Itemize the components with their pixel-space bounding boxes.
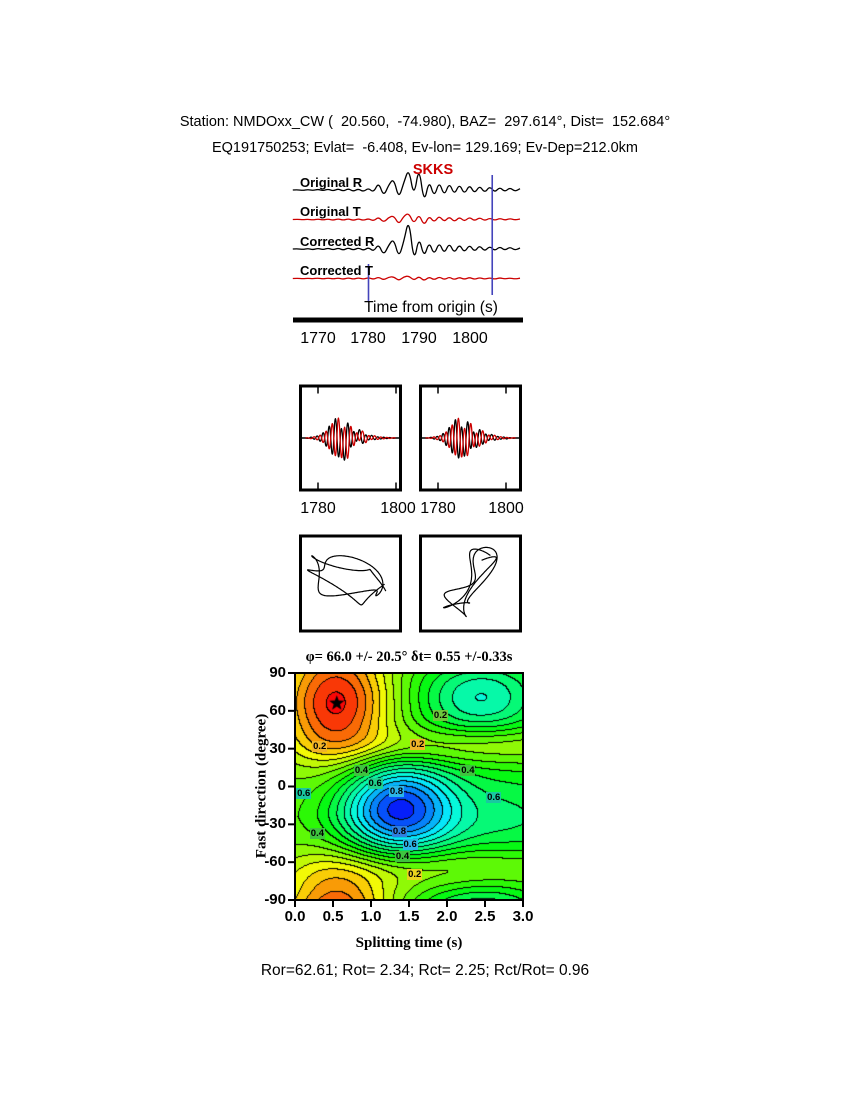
contour-x-axis-label: Splitting time (s) [355, 935, 463, 951]
ytick-0: 0 [277, 777, 286, 794]
contour-value-label: 0.8 [391, 825, 408, 837]
xtick-3.0: 3.0 [512, 908, 534, 925]
ytick-90: 90 [269, 664, 286, 681]
trace-label-corrected-r: Corrected R [300, 234, 375, 249]
contour-value-label: 0.4 [353, 765, 370, 777]
compare1-tick-1780: 1780 [300, 500, 336, 517]
seismogram-original-r [292, 172, 521, 198]
time-tick-1780: 1780 [350, 330, 386, 347]
ytick-neg90: -90 [264, 891, 286, 908]
time-tick-1770: 1770 [300, 330, 336, 347]
seismogram-original-t [292, 213, 521, 224]
event-header: EQ191750253; Evlat= -6.408, Ev-lon= 129.… [211, 140, 638, 156]
particle-motion-corrected [442, 546, 498, 618]
xtick-0.0: 0.0 [284, 908, 306, 925]
contour-value-label: 0.4 [394, 851, 411, 863]
ytick-60: 60 [269, 702, 286, 719]
seismogram-corrected-r [292, 224, 521, 256]
contour-value-label: 0.2 [432, 709, 449, 721]
xtick-1.5: 1.5 [398, 908, 420, 925]
compare2-tick-1780: 1780 [420, 500, 456, 517]
xtick-0.5: 0.5 [322, 908, 344, 925]
contour-value-label: 0.6 [402, 838, 418, 850]
contour-value-label: 0.6 [486, 791, 502, 803]
compare2-tick-1800: 1800 [488, 500, 524, 517]
time-axis-label: Time from origin (s) [364, 299, 498, 316]
xtick-2.5: 2.5 [474, 908, 496, 925]
waveform-compare-2-matched [425, 417, 516, 458]
contour-value-label: 0.6 [296, 788, 312, 800]
trace-label-original-r: Original R [300, 175, 363, 190]
time-tick-1800: 1800 [452, 330, 488, 347]
contour-value-label: 0.8 [388, 785, 405, 797]
contour-value-label: 0.2 [410, 738, 426, 750]
ytick-neg30: -30 [264, 815, 286, 832]
time-tick-1790: 1790 [401, 330, 437, 347]
contour-title: φ= 66.0 +/- 20.5° δt= 0.55 +/-0.33s [305, 649, 513, 665]
error-surface-canvas [295, 673, 523, 900]
waveform-compare-1-matched [305, 417, 396, 459]
result-summary: Ror=62.61; Rot= 2.34; Rct= 2.25; Rct/Rot… [260, 962, 590, 979]
particle-motion-box [419, 534, 522, 633]
particle-motion-box [299, 534, 402, 633]
seismogram-corrected-t [292, 275, 521, 281]
compare-box [419, 384, 522, 492]
phase-label-skks: SKKS [412, 162, 454, 178]
contour-value-label: 0.2 [312, 741, 328, 753]
contour-frame [294, 672, 524, 901]
compare-box [299, 384, 402, 492]
compare1-tick-1800: 1800 [380, 500, 416, 517]
ytick-30: 30 [269, 740, 286, 757]
contour-value-label: 0.6 [367, 777, 383, 789]
contour-value-label: 0.4 [309, 828, 326, 840]
contour-value-label: 0.2 [407, 868, 423, 880]
trace-label-corrected-t: Corrected T [300, 263, 373, 278]
xtick-2.0: 2.0 [436, 908, 458, 925]
contour-value-label: 0.4 [460, 765, 476, 777]
trace-label-original-t: Original T [300, 204, 361, 219]
waveform-compare-1-radial [305, 418, 396, 461]
particle-motion-original [306, 555, 387, 606]
station-header: Station: NMDOxx_CW ( 20.560, -74.980), B… [179, 114, 671, 130]
xtick-1.0: 1.0 [360, 908, 382, 925]
ytick-neg60: -60 [264, 853, 286, 870]
